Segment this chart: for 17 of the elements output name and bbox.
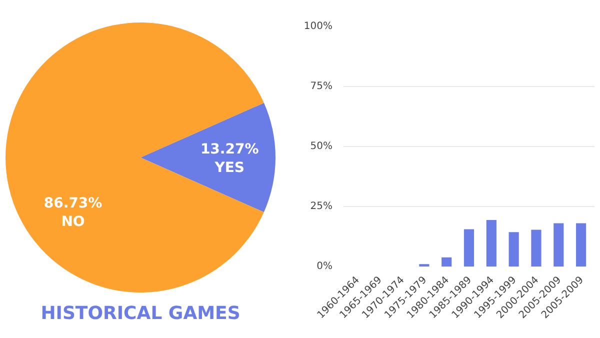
bar [576,223,586,266]
y-tick-label: 25% [310,201,333,212]
y-tick-label: 0% [316,261,333,272]
data-label: 86.73% [44,196,102,212]
bar [508,232,519,266]
bar [531,230,542,266]
y-tick-label: 100% [304,21,333,32]
data-label: 13.27% [200,142,259,158]
bar [554,223,564,266]
slice-label: YES [214,160,245,176]
slice-label: NO [61,214,85,230]
bar [464,229,474,266]
text: HISTORICAL GAMES [40,303,240,324]
y-tick-label: 75% [310,81,333,92]
y-tick-label: 50% [310,141,333,152]
bar [442,257,452,266]
bar [486,220,496,266]
